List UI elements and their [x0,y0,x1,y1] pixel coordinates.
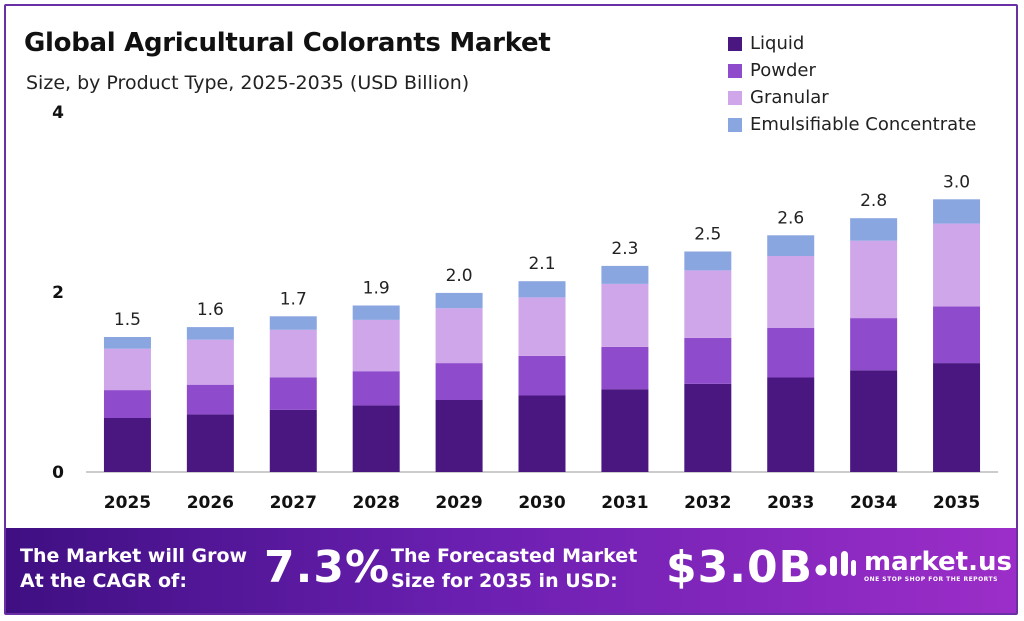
y-tick-label: 2 [52,283,64,303]
bar-segment-powder [269,377,317,410]
bar-segment-powder [186,384,234,415]
legend-item-emulsifiable-concentrate: Emulsifiable Concentrate [728,111,976,138]
bar-segment-emulsifiable-concentrate [186,327,234,340]
bar-segment-granular [684,270,732,338]
market-us-logo-icon [815,551,856,576]
bar-segment-emulsifiable-concentrate [933,199,981,224]
bar-total-label: 3.0 [943,172,970,192]
bar-segment-powder [767,328,815,378]
forecast-label-line-1: The Forecasted Market [391,545,638,567]
forecast-value: $3.0B [666,542,814,593]
bar-total-label: 2.8 [860,191,887,211]
legend-label-emulsifiable-concentrate: Emulsifiable Concentrate [750,114,977,135]
bar-segment-granular [767,256,815,328]
legend-swatch-powder [728,63,742,78]
x-tick-label: 2034 [850,493,897,513]
bar-segment-liquid [269,409,317,472]
bar-segment-emulsifiable-concentrate [103,337,151,349]
summary-banner: The Market will Grow At the CAGR of: 7.3… [6,528,1016,613]
bar-segment-powder [850,318,898,371]
bar-segment-granular [186,339,234,385]
legend-item-liquid: Liquid [728,30,976,57]
cagr-label: The Market will Grow At the CAGR of: [20,544,247,594]
bar-total-label: 1.9 [363,279,390,299]
bar-segment-granular [850,240,898,319]
x-tick-label: 2029 [435,493,482,513]
bar-segment-emulsifiable-concentrate [269,316,317,330]
bar-segment-liquid [518,395,566,472]
bar-segment-granular [352,319,400,372]
bar-segment-emulsifiable-concentrate [518,281,566,298]
cagr-label-line-2: At the CAGR of: [20,570,187,592]
legend-item-granular: Granular [728,84,976,111]
legend-label-liquid: Liquid [750,33,805,54]
bar-segment-granular [518,297,566,356]
bar-total-label: 2.5 [694,225,721,245]
bar-total-label: 2.0 [446,266,473,286]
bar-total-label: 1.5 [114,310,141,330]
bar-segment-liquid [850,370,898,472]
bar-segment-emulsifiable-concentrate [767,235,815,256]
bar-segment-powder [352,371,400,406]
cagr-value: 7.3% [264,542,391,593]
stacked-bar-chart: 0 2 4 1.5 2025 1.6 2026 1.7 2027 1.9 2028 2.0 2029 2.… [52,103,998,513]
bar-segment-liquid [352,405,400,472]
bar-segment-powder [601,346,649,390]
x-tick-label: 2027 [270,493,317,513]
legend: Liquid Powder Granular Emulsifiable Conc… [728,30,976,138]
forecast-label-line-2: Size for 2035 in USD: [391,570,618,592]
x-tick-label: 2031 [601,493,648,513]
bar-segment-granular [435,308,483,364]
bar-segment-granular [933,223,981,307]
chart-frame: Global Agricultural Colorants Market Siz… [4,4,1018,615]
bar-segment-liquid [933,363,981,472]
legend-swatch-emulsifiable-concentrate [728,117,742,132]
bar-segment-powder [435,363,483,400]
bar-segment-liquid [601,389,649,472]
cagr-label-line-1: The Market will Grow [20,545,248,567]
x-tick-label: 2028 [353,493,400,513]
bar-segment-granular [269,329,317,378]
legend-label-powder: Powder [750,60,816,81]
bar-segment-liquid [767,377,815,472]
x-tick-label: 2032 [684,493,731,513]
bar-segment-liquid [103,418,151,472]
x-tick-label: 2025 [104,493,151,513]
chart-title: Global Agricultural Colorants Market [24,28,551,58]
bar-segment-emulsifiable-concentrate [850,218,898,241]
forecast-label: The Forecasted Market Size for 2035 in U… [391,544,637,594]
bar-segment-emulsifiable-concentrate [435,292,483,309]
bar-total-label: 2.6 [777,208,804,228]
legend-swatch-liquid [728,36,742,51]
x-tick-label: 2026 [187,493,234,513]
bar-segment-liquid [435,400,483,472]
bar-segment-powder [518,355,566,396]
bar-segment-powder [103,390,151,418]
bar-segment-granular [103,348,151,391]
chart-subtitle: Size, by Product Type, 2025-2035 (USD Bi… [26,72,470,94]
bar-segment-liquid [186,414,234,472]
x-tick-label: 2035 [933,493,980,513]
bar-segment-emulsifiable-concentrate [352,305,400,320]
bar-segment-granular [601,283,649,347]
legend-item-powder: Powder [728,57,976,84]
bar-segment-powder [684,337,732,384]
bar-total-label: 1.6 [197,300,224,320]
bar-segment-emulsifiable-concentrate [601,265,649,284]
brand-name: market.us [864,547,1012,577]
y-tick-label: 4 [52,103,64,123]
brand-logo: market.us ONE STOP SHOP FOR THE REPORTS [814,548,1012,583]
y-tick-label: 0 [52,463,64,483]
brand-tagline: ONE STOP SHOP FOR THE REPORTS [864,576,998,583]
bar-segment-liquid [684,383,732,472]
legend-label-granular: Granular [750,87,829,108]
x-tick-label: 2033 [767,493,814,513]
bar-total-label: 2.1 [528,254,555,274]
bar-segment-emulsifiable-concentrate [684,251,732,271]
bar-total-label: 1.7 [280,289,307,309]
legend-swatch-granular [728,90,742,105]
bar-segment-powder [933,306,981,364]
x-tick-label: 2030 [518,493,565,513]
bar-total-label: 2.3 [611,239,638,259]
